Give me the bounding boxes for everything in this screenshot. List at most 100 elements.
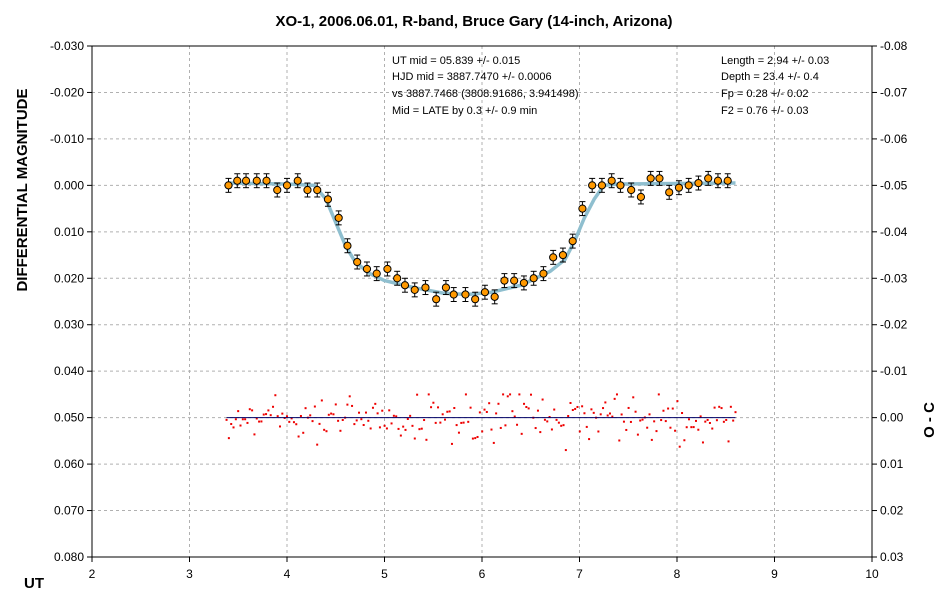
residual-point <box>311 420 314 423</box>
data-point <box>665 184 674 200</box>
x-axis-ticks: 2 3 4 5 6 7 8 9 10 <box>89 557 879 581</box>
data-marker <box>636 192 646 202</box>
residual-point <box>383 424 386 427</box>
annotation-length: Length = 2.94 +/- 0.03 <box>721 55 829 67</box>
residual-point <box>318 422 321 425</box>
data-marker <box>549 253 558 262</box>
data-point <box>597 177 607 193</box>
data-point <box>252 173 261 189</box>
data-marker <box>410 285 419 294</box>
residual-point <box>374 402 377 405</box>
data-point <box>449 287 458 302</box>
data-point <box>303 182 312 198</box>
residual-point <box>701 441 704 444</box>
residual-point <box>576 405 579 408</box>
residual-point <box>244 418 247 421</box>
data-point <box>558 247 568 263</box>
residual-point <box>330 412 333 415</box>
residual-point <box>297 435 300 438</box>
residual-point <box>430 406 433 409</box>
residual-point <box>232 426 235 429</box>
data-point <box>362 261 372 277</box>
residual-point <box>657 393 660 396</box>
residual-point <box>534 427 537 430</box>
residual-point <box>388 409 391 412</box>
data-marker <box>480 288 490 297</box>
residual-point <box>590 408 593 411</box>
residual-point <box>683 439 686 442</box>
data-marker <box>293 176 302 185</box>
residual-point <box>639 419 642 422</box>
annotations-left: UT mid = 05.839 +/- 0.015 HJD mid = 3887… <box>392 55 579 117</box>
residual-point <box>402 425 405 428</box>
data-marker <box>383 264 392 274</box>
residual-point <box>353 423 356 426</box>
x-tick-label: 8 <box>674 567 681 581</box>
y2-tick-label: -0.03 <box>880 271 908 285</box>
y2-tick-label: -0.08 <box>880 39 908 53</box>
residual-point <box>276 415 279 418</box>
residual-point <box>490 428 493 431</box>
residual-point <box>241 418 244 421</box>
data-point <box>400 277 410 293</box>
residual-point <box>502 393 505 396</box>
data-marker <box>252 176 261 185</box>
y2-axis-ticks: -0.08 -0.07 -0.06 -0.05 -0.04 -0.03 -0.02 -0.01… <box>872 39 908 564</box>
residual-point <box>662 409 665 412</box>
data-marker <box>241 176 251 185</box>
residual-point <box>550 428 553 431</box>
data-point <box>674 180 684 196</box>
residual-point <box>464 393 467 396</box>
residual-point <box>511 410 514 413</box>
residual-point <box>497 402 500 405</box>
data-marker <box>665 188 674 197</box>
residual-point <box>706 418 709 421</box>
y-tick-label: 0.050 <box>54 411 84 425</box>
x-tick-label: 3 <box>186 567 193 581</box>
data-marker <box>674 183 684 192</box>
data-marker <box>323 195 333 204</box>
x-tick-label: 9 <box>771 567 778 581</box>
residual-point <box>708 421 711 424</box>
residual-point <box>646 426 649 429</box>
residual-point <box>618 439 621 442</box>
residual-point <box>660 419 663 422</box>
data-marker <box>343 241 352 250</box>
residual-point <box>627 406 630 409</box>
residual-point <box>641 418 644 421</box>
residual-point <box>376 412 379 415</box>
residual-point <box>674 429 677 432</box>
residual-point <box>404 428 407 431</box>
residual-point <box>450 442 453 445</box>
residual-point <box>437 406 440 409</box>
data-marker <box>262 176 271 185</box>
residual-point <box>288 420 291 423</box>
residual-point <box>446 410 449 413</box>
residual-point <box>279 425 282 428</box>
residual-point <box>313 405 316 408</box>
residual-point <box>378 426 381 429</box>
residual-point <box>629 420 632 423</box>
residual-point <box>337 419 340 422</box>
residual-point <box>406 417 409 420</box>
data-marker <box>224 181 233 190</box>
data-point <box>684 177 693 193</box>
residual-point <box>371 406 374 409</box>
residual-point <box>518 393 521 396</box>
data-point <box>313 182 322 198</box>
residual-point <box>527 407 530 410</box>
residual-point <box>667 407 670 410</box>
residual-point <box>520 432 523 435</box>
data-marker <box>421 283 430 292</box>
data-point <box>372 266 381 282</box>
annotation-hjd-mid: HJD mid = 3887.7470 +/- 0.0006 <box>392 71 552 83</box>
residual-point <box>485 410 488 413</box>
data-point <box>273 182 282 198</box>
residual-point <box>536 409 539 412</box>
residual-point <box>248 408 251 411</box>
residual-point <box>304 407 307 410</box>
data-point <box>441 280 451 296</box>
residual-point <box>348 395 351 398</box>
residual-point <box>385 427 388 430</box>
residual-point <box>290 417 293 420</box>
